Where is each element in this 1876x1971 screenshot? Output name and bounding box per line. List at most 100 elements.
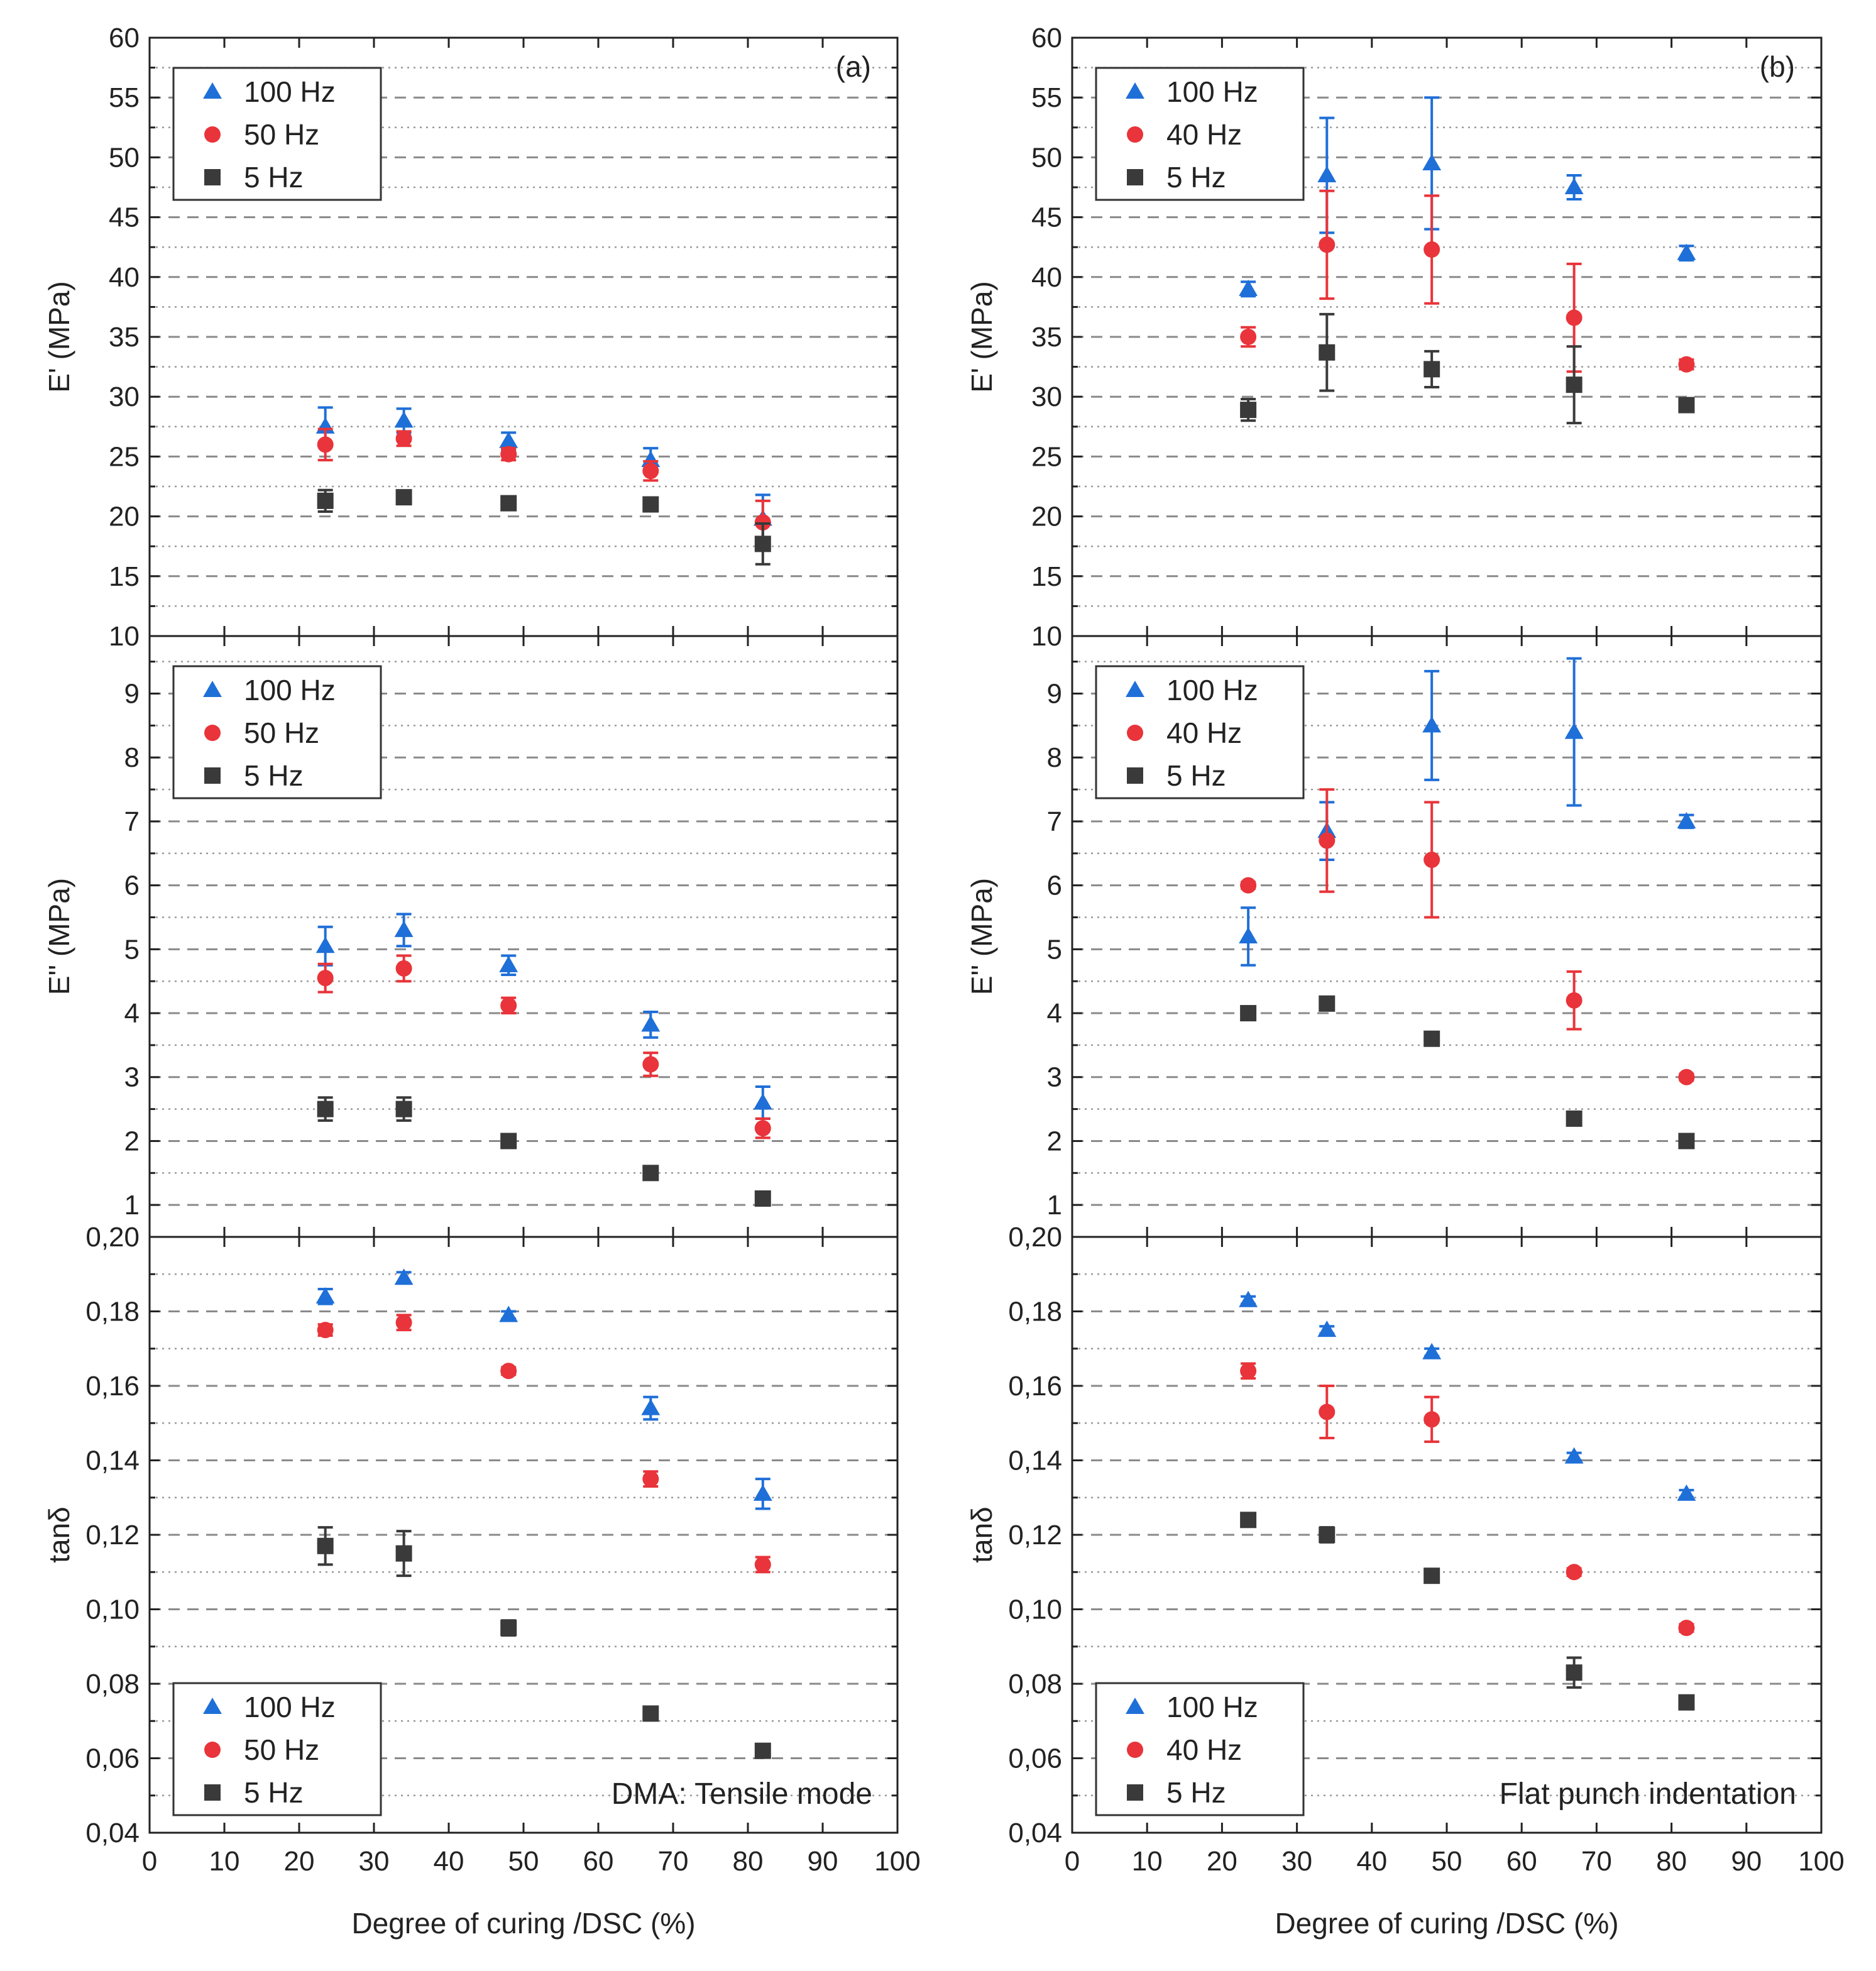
y-axis-title: E'' (MPa) [43, 878, 75, 995]
data-point [1422, 716, 1442, 733]
data-point [1423, 1030, 1440, 1047]
y-tick-label: 0,20 [85, 1222, 140, 1253]
y-tick-label: 0,06 [85, 1743, 140, 1774]
panel-label: (b) [1760, 50, 1795, 83]
gridlines [1072, 1273, 1821, 1796]
data-point [500, 1363, 517, 1380]
series-100-hz [1239, 1290, 1696, 1501]
y-tick-label: 15 [1031, 561, 1062, 592]
gridlines [150, 1273, 897, 1796]
data-point [642, 1056, 659, 1073]
data-point [1678, 397, 1695, 414]
data-point [500, 1620, 517, 1637]
y-axis: 10 15 20 25 30 35 40 45 50 55 60 [1031, 23, 1823, 652]
series-100-hz [315, 406, 772, 544]
legend-label: 50 Hz [244, 1733, 319, 1766]
y-axis-title: E' (MPa) [43, 281, 75, 392]
y-tick-label: 35 [1031, 322, 1062, 353]
series-5-hz [1240, 995, 1695, 1150]
y-tick-label: 5 [124, 934, 140, 965]
x-tick-label: 100 [1798, 1846, 1844, 1877]
data-point [1319, 1403, 1336, 1420]
data-point [1566, 1564, 1583, 1581]
subplot-tan: 0,04 0,06 0,08 0,10 0,12 0,14 0,16 0,18 0,20 tanδ… [43, 1222, 899, 1848]
subplot-storage: 10 15 20 25 30 35 40 45 50 55 60 E' (MPa) 100 Hz 40 H… [965, 23, 1823, 652]
data-point [1566, 992, 1583, 1009]
subplot-tan: 0,04 0,06 0,08 0,10 0,12 0,14 0,16 0,18 0,20 tanδ… [965, 1222, 1823, 1848]
data-point [1678, 356, 1695, 373]
data-point [1239, 279, 1258, 296]
y-tick-label: 55 [109, 82, 140, 113]
y-tick-label: 3 [124, 1062, 140, 1093]
x-axis: 0 10 20 30 40 50 60 70 80 90 100 Degree of curing /… [142, 1846, 921, 1940]
data-point [1564, 178, 1584, 195]
data-point [499, 955, 518, 972]
legend-label: 50 Hz [244, 118, 319, 151]
legend-label: 40 Hz [1166, 1733, 1242, 1766]
panel-label: (a) [836, 50, 871, 83]
y-tick-label: 5 [1047, 934, 1062, 965]
data-point [641, 1015, 661, 1032]
data-point [1677, 811, 1696, 828]
series-100-hz [1239, 657, 1696, 967]
legend-marker [1127, 1742, 1143, 1758]
legend-label: 100 Hz [244, 75, 336, 108]
legend-marker [204, 1742, 221, 1758]
y-tick-label: 40 [109, 262, 140, 293]
y-tick-label: 20 [1031, 502, 1062, 532]
y-axis-title: tanδ [965, 1507, 998, 1563]
x-tick-label: 90 [808, 1846, 838, 1877]
data-point [754, 1556, 771, 1573]
legend-marker [1126, 82, 1144, 99]
y-tick-label: 8 [1047, 742, 1062, 773]
legend: 100 Hz 40 Hz 5 Hz [1095, 665, 1305, 799]
y-tick-label: 0,16 [85, 1371, 140, 1402]
series-100-hz [1239, 96, 1696, 298]
data-point [317, 970, 334, 987]
data-point [1564, 722, 1584, 739]
data-point [1564, 1447, 1584, 1464]
data-point [500, 495, 517, 512]
data-point [754, 1190, 771, 1207]
series-5-hz [317, 488, 771, 566]
legend-marker [1127, 725, 1143, 741]
y-tick-label: 4 [124, 998, 140, 1029]
x-tick-label: 30 [359, 1846, 390, 1877]
data-point [315, 1287, 335, 1304]
data-point [1423, 1411, 1440, 1428]
data-point [1240, 1005, 1257, 1022]
legend-marker [203, 681, 222, 698]
x-tick-label: 60 [1506, 1846, 1537, 1877]
data-point [395, 1101, 412, 1117]
data-point [1239, 1290, 1258, 1307]
series-40-hz [1240, 788, 1695, 1085]
data-point [1239, 927, 1258, 944]
y-tick-label: 25 [109, 441, 140, 472]
data-point [1678, 1620, 1695, 1637]
series-100-hz [315, 913, 772, 1120]
y-axis: 0,04 0,06 0,08 0,10 0,12 0,14 0,16 0,18 0,20 [1008, 1222, 1823, 1848]
data-point [1319, 995, 1336, 1012]
series-40-hz [1240, 1362, 1695, 1637]
data-point [317, 1101, 334, 1117]
y-tick-label: 0,04 [1008, 1818, 1062, 1848]
data-point [642, 496, 659, 513]
x-tick-label: 70 [658, 1846, 689, 1877]
legend-marker [1126, 681, 1144, 698]
data-point [395, 489, 412, 506]
data-point [642, 1471, 659, 1488]
y-tick-label: 60 [109, 23, 140, 53]
y-tick-label: 55 [1031, 82, 1062, 113]
y-tick-label: 10 [1031, 621, 1062, 652]
legend-label: 100 Hz [244, 674, 336, 706]
gridlines [1072, 67, 1821, 607]
series-5-hz [1240, 1512, 1695, 1711]
y-tick-label: 2 [1047, 1126, 1062, 1156]
data-point [1240, 329, 1257, 345]
data-point [754, 1742, 771, 1759]
data-point [1677, 1484, 1696, 1501]
data-point [1423, 1567, 1440, 1584]
y-tick-label: 35 [109, 322, 140, 353]
data-point [1566, 376, 1583, 393]
legend-label: 5 Hz [244, 1776, 304, 1809]
